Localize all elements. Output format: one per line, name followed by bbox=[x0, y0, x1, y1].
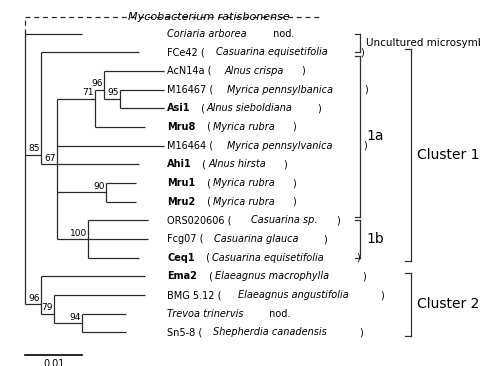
Text: Alnus crispa: Alnus crispa bbox=[225, 66, 284, 76]
Text: 1a: 1a bbox=[366, 129, 384, 143]
Text: ): ) bbox=[360, 328, 363, 337]
Text: M16467 (: M16467 ( bbox=[168, 85, 214, 95]
Text: Myrica rubra: Myrica rubra bbox=[213, 197, 275, 207]
Text: (: ( bbox=[199, 159, 206, 169]
Text: Sn5-8 (: Sn5-8 ( bbox=[168, 328, 203, 337]
Text: Myrica pennsylvanica: Myrica pennsylvanica bbox=[227, 141, 332, 151]
Text: FCe42 (: FCe42 ( bbox=[168, 47, 205, 57]
Text: Elaeagnus angustifolia: Elaeagnus angustifolia bbox=[238, 290, 348, 300]
Text: Mycobacterium ratisbonense: Mycobacterium ratisbonense bbox=[128, 12, 289, 22]
Text: Asi1: Asi1 bbox=[168, 103, 191, 113]
Text: Myrica rubra: Myrica rubra bbox=[213, 178, 275, 188]
Text: 1b: 1b bbox=[366, 232, 384, 246]
Text: ): ) bbox=[360, 47, 364, 57]
Text: ): ) bbox=[292, 197, 296, 207]
Text: (: ( bbox=[203, 253, 210, 263]
Text: 96: 96 bbox=[92, 79, 103, 88]
Text: Mru2: Mru2 bbox=[168, 197, 196, 207]
Text: ): ) bbox=[324, 234, 327, 244]
Text: Alnus sieboldiana: Alnus sieboldiana bbox=[207, 103, 293, 113]
Text: (: ( bbox=[198, 103, 204, 113]
Text: (: ( bbox=[204, 178, 211, 188]
Text: Myrica pennsylbanica: Myrica pennsylbanica bbox=[227, 85, 333, 95]
Text: Alnus hirsta: Alnus hirsta bbox=[208, 159, 266, 169]
Text: nod.: nod. bbox=[266, 309, 290, 319]
Text: ): ) bbox=[301, 66, 305, 76]
Text: Casuarina glauca: Casuarina glauca bbox=[215, 234, 299, 244]
Text: 85: 85 bbox=[28, 145, 40, 153]
Text: ORS020606 (: ORS020606 ( bbox=[168, 215, 232, 225]
Text: Ahi1: Ahi1 bbox=[168, 159, 192, 169]
Text: 96: 96 bbox=[28, 294, 40, 303]
Text: ): ) bbox=[381, 290, 384, 300]
Text: M16464 (: M16464 ( bbox=[168, 141, 214, 151]
Text: Shepherdia canadensis: Shepherdia canadensis bbox=[213, 328, 326, 337]
Text: nod.: nod. bbox=[270, 29, 295, 38]
Text: Casuarina equisetifolia: Casuarina equisetifolia bbox=[212, 253, 324, 263]
Text: (: ( bbox=[206, 271, 213, 281]
Text: ): ) bbox=[364, 85, 368, 95]
Text: Coriaria arborea: Coriaria arborea bbox=[168, 29, 247, 38]
Text: 94: 94 bbox=[70, 313, 81, 322]
Text: ): ) bbox=[363, 141, 367, 151]
Text: Cluster 1: Cluster 1 bbox=[417, 148, 480, 162]
Text: Trevoa trinervis: Trevoa trinervis bbox=[168, 309, 244, 319]
Text: Casuarina equisetifolia: Casuarina equisetifolia bbox=[216, 47, 328, 57]
Text: Cluster 2: Cluster 2 bbox=[417, 298, 479, 311]
Text: (: ( bbox=[204, 197, 211, 207]
Text: Ema2: Ema2 bbox=[168, 271, 197, 281]
Text: ): ) bbox=[362, 271, 366, 281]
Text: BMG 5.12 (: BMG 5.12 ( bbox=[168, 290, 222, 300]
Text: Ceq1: Ceq1 bbox=[168, 253, 195, 263]
Text: AcN14a (: AcN14a ( bbox=[168, 66, 212, 76]
Text: Uncultured microsymbiont: Uncultured microsymbiont bbox=[366, 38, 480, 48]
Text: Mru1: Mru1 bbox=[168, 178, 196, 188]
Text: 71: 71 bbox=[82, 89, 94, 97]
Text: ): ) bbox=[336, 215, 340, 225]
Text: 79: 79 bbox=[41, 303, 52, 312]
Text: ): ) bbox=[283, 159, 287, 169]
Text: Fcg07 (: Fcg07 ( bbox=[168, 234, 204, 244]
Text: 67: 67 bbox=[44, 154, 56, 163]
Text: Elaeagnus macrophylla: Elaeagnus macrophylla bbox=[215, 271, 329, 281]
Text: Casuarina sp.: Casuarina sp. bbox=[251, 215, 317, 225]
Text: (: ( bbox=[204, 122, 211, 132]
Text: Mru8: Mru8 bbox=[168, 122, 196, 132]
Text: 0.01: 0.01 bbox=[43, 359, 64, 366]
Text: ): ) bbox=[293, 122, 297, 132]
Text: 95: 95 bbox=[107, 89, 119, 97]
Text: ): ) bbox=[356, 253, 360, 263]
Text: Myrica rubra: Myrica rubra bbox=[213, 122, 275, 132]
Text: ): ) bbox=[318, 103, 321, 113]
Text: 100: 100 bbox=[70, 228, 87, 238]
Text: 90: 90 bbox=[93, 182, 105, 191]
Text: ): ) bbox=[292, 178, 296, 188]
